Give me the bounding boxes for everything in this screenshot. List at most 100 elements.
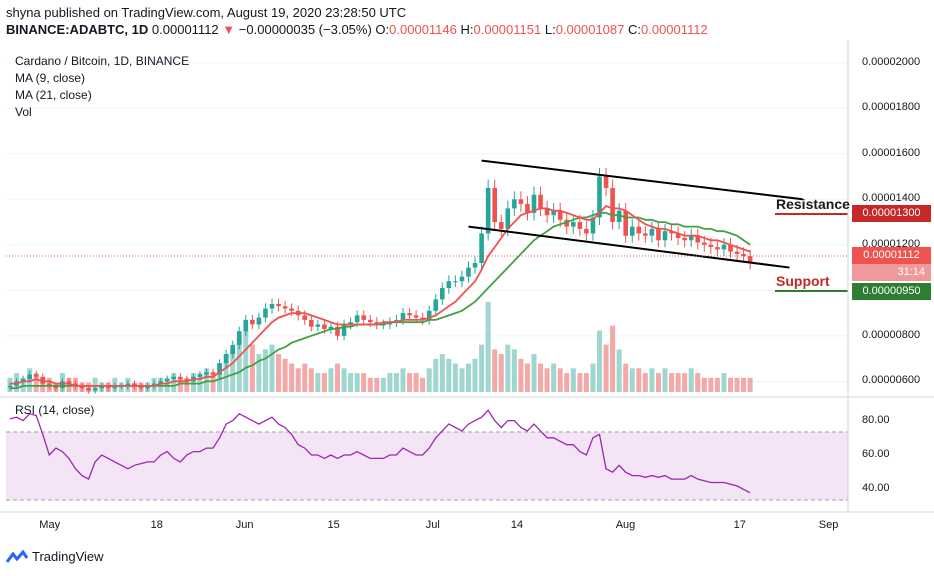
candle-body (328, 326, 334, 330)
rsi-tick: 40.00 (862, 482, 890, 495)
candle-body (400, 313, 406, 320)
candle-body (374, 322, 380, 325)
candle-body (741, 253, 746, 257)
candle-body (512, 199, 517, 209)
rsi-tick: 80.00 (862, 413, 890, 426)
volume-bar (164, 377, 170, 392)
candle-body (433, 299, 439, 311)
volume-bar (223, 354, 229, 392)
volume-bar (393, 373, 399, 392)
volume-bar (230, 349, 236, 392)
candle-body (453, 281, 458, 283)
time-tick: 14 (510, 519, 524, 531)
candle-body (151, 383, 157, 386)
volume-bar (623, 363, 629, 392)
candle-body (197, 374, 203, 377)
candle-body (505, 208, 511, 229)
candle-body (571, 222, 576, 227)
volume-bar (714, 377, 720, 392)
candle-body (682, 237, 687, 241)
time-tick: 18 (150, 519, 163, 531)
brand-label: TradingView (32, 549, 104, 564)
volume-bar (649, 368, 655, 392)
candle-body (616, 210, 622, 223)
volume-bar (747, 377, 753, 392)
candle-body (33, 374, 39, 377)
legend-title: Cardano / Bitcoin, 1D, BINANCE (15, 54, 190, 68)
candle-body (446, 281, 452, 289)
volume-bar (249, 344, 255, 392)
volume-bar (321, 373, 327, 392)
tradingview-logo-icon (6, 549, 28, 563)
volume-bar (629, 368, 635, 392)
candle-body (309, 319, 314, 327)
brand: TradingView (6, 549, 104, 564)
volume-bar (741, 377, 747, 392)
candle-body (315, 324, 321, 327)
rsi-tick: 60.00 (862, 448, 890, 460)
time-tick: 15 (327, 519, 340, 531)
open-label: O: (375, 22, 390, 37)
candle-body (125, 383, 131, 386)
candle-body (158, 381, 163, 384)
candle-body (348, 322, 353, 325)
candle-body (145, 385, 150, 389)
price-change: −0.00000035 (−3.05%) (238, 22, 372, 37)
price-tick: 0.00001600 (862, 146, 921, 159)
volume-bar (315, 373, 321, 392)
volume-bar (33, 373, 39, 392)
last-price: 0.00001112 (151, 22, 219, 37)
volume-bar (479, 344, 485, 392)
volume-bar (197, 373, 203, 392)
volume-bar (721, 373, 727, 392)
support-annotation: Support (776, 273, 830, 289)
close-label: C: (628, 22, 641, 37)
volume-bar (485, 302, 491, 392)
candle-body (79, 385, 85, 389)
trendline-resistance (481, 159, 803, 201)
volume-bar (675, 373, 681, 392)
candle-body (276, 303, 281, 307)
volume-bar (655, 373, 661, 392)
candle-body (47, 383, 52, 386)
price-tick: 0.00000800 (862, 328, 921, 341)
volume-bar (452, 363, 458, 392)
ohlc-line: BINANCE:ADABTC, 1D 0.00001112 ▼ −0.00000… (6, 22, 708, 37)
candle-body (577, 222, 583, 229)
volume-bar (177, 377, 183, 392)
low-label: L: (544, 22, 556, 37)
candle-body (132, 383, 137, 386)
candle-body (282, 306, 288, 309)
volume-bar (367, 377, 373, 392)
candle-body (557, 210, 563, 220)
publisher-line: shyna published on TradingView.com, Augu… (6, 5, 407, 20)
time-tick: Sep (818, 519, 839, 531)
candle-body (708, 244, 714, 248)
volume-bar (348, 373, 354, 392)
candle-body (466, 267, 471, 277)
volume-bar (524, 363, 530, 392)
candle-body (394, 319, 399, 323)
volume-bar (374, 377, 380, 392)
candle-body (721, 244, 727, 250)
candles (7, 168, 753, 394)
volume-bar (282, 358, 288, 392)
down-arrow-icon: ▼ (222, 22, 236, 37)
candle-body (518, 199, 524, 204)
high-value: 0.00001151 (473, 22, 542, 37)
volume-bar (276, 354, 282, 392)
candle-body (734, 251, 740, 254)
time-tick: Jun (235, 519, 254, 531)
volume-bar (92, 377, 98, 392)
volume-bar (492, 349, 498, 392)
volume-bar (597, 330, 602, 392)
candle-body (99, 385, 104, 389)
candle-body (86, 388, 91, 391)
candle-body (662, 231, 668, 241)
volume-bar (407, 373, 413, 392)
trendlines (468, 159, 803, 269)
candle-body (590, 217, 596, 234)
candle-body (715, 247, 720, 250)
